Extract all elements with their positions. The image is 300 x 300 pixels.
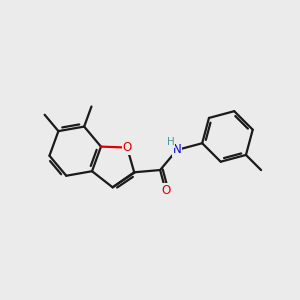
Text: N: N [172, 143, 181, 157]
Text: O: O [122, 141, 132, 154]
Text: O: O [161, 184, 170, 197]
Text: H: H [167, 137, 174, 147]
